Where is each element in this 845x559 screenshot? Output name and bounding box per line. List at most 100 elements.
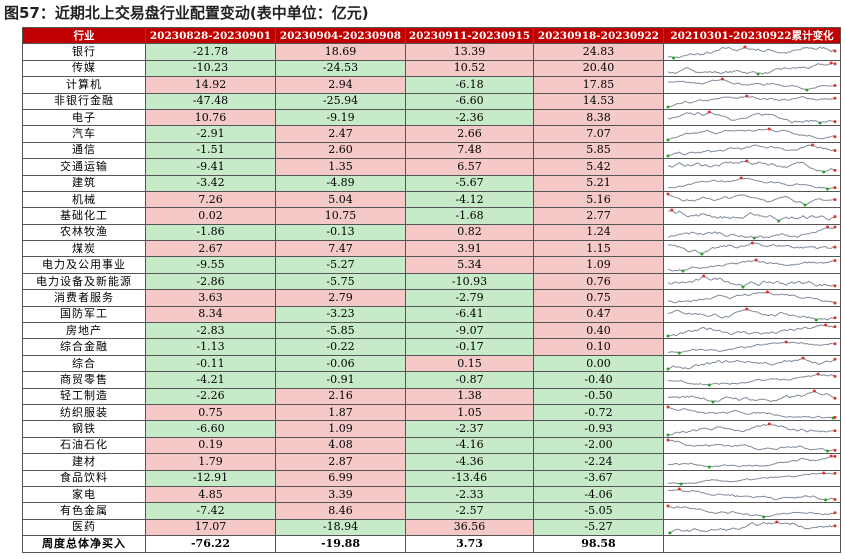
sparkline-dot <box>833 225 837 229</box>
sparkline-path <box>667 226 836 239</box>
sparkline-dot <box>833 258 837 262</box>
value-cell: 7.26 <box>145 190 276 209</box>
value-cell: -0.22 <box>275 338 406 356</box>
value-cell: -5.05 <box>533 502 664 520</box>
value-cell: 13.39 <box>405 43 534 61</box>
value-cell: -0.72 <box>533 403 664 422</box>
sparkline-dot <box>814 318 818 322</box>
sparkline-cell <box>663 469 841 487</box>
value-cell: 1.05 <box>405 403 534 422</box>
industry-cell: 综合金融 <box>22 338 146 356</box>
sparkline-dot <box>762 515 766 519</box>
sparkline <box>667 290 837 305</box>
sparkline-dot <box>666 504 670 508</box>
value-cell: 3.91 <box>405 240 534 258</box>
sparkline-cell <box>663 125 841 143</box>
value-cell: -0.40 <box>533 371 664 389</box>
sparkline-path <box>667 144 836 157</box>
sparkline-cell <box>663 272 841 291</box>
value-cell: -0.91 <box>275 371 406 389</box>
sparkline-cell <box>663 354 841 373</box>
header-cell: 行业 <box>22 26 146 45</box>
sparkline-path <box>667 275 836 288</box>
table-row: 通信 -1.51 2.60 7.48 5.85 <box>22 141 841 160</box>
value-cell: -0.50 <box>533 387 664 405</box>
sparkline-path <box>667 128 836 140</box>
value-cell: 0.75 <box>145 403 276 422</box>
sparkline-path <box>667 78 836 91</box>
sparkline <box>667 258 837 273</box>
value-cell: 2.66 <box>405 125 534 143</box>
value-cell: -6.18 <box>405 76 534 94</box>
value-cell: -2.57 <box>405 502 534 520</box>
industry-cell: 综合 <box>22 354 146 373</box>
total-row: 周度总体净买入 -76.22 -19.88 3.73 98.58 <box>22 535 841 553</box>
value-cell: -1.86 <box>145 223 276 242</box>
sparkline-dot <box>833 325 837 329</box>
sparkline-cell <box>663 158 841 176</box>
sparkline-dot <box>811 143 814 147</box>
sparkline-dot <box>750 241 754 245</box>
value-cell: 6.57 <box>405 158 534 176</box>
sparkline-dot <box>826 225 829 229</box>
value-cell: -4.36 <box>405 453 534 471</box>
sparkline-dot <box>707 110 711 114</box>
value-cell: 3.63 <box>145 289 276 307</box>
sparkline-dot <box>777 219 781 223</box>
sparkline-dot <box>745 307 749 311</box>
table-body: 银行 -21.78 18.69 13.39 24.83 传媒 -10.23 -24.53 10.… <box>22 43 841 553</box>
industry-cell: 煤炭 <box>22 240 146 258</box>
sparkline-path <box>667 439 836 452</box>
sparkline <box>667 176 837 191</box>
sparkline-path <box>667 291 836 304</box>
table-row: 消费者服务 3.63 2.79 -2.79 0.75 <box>22 289 841 307</box>
sparkline-dot <box>826 449 829 453</box>
sparkline-dot <box>666 438 670 442</box>
value-cell: 0.76 <box>533 272 664 291</box>
sparkline <box>666 94 837 109</box>
sparkline-dot <box>702 274 706 278</box>
table-row: 电力及公用事业 -9.55 -5.27 5.34 1.09 <box>22 256 841 274</box>
table-row: 医药 17.07 -18.94 36.56 -5.27 <box>22 518 841 537</box>
sparkline-dot <box>666 334 670 338</box>
sparkline-cell <box>663 92 841 110</box>
value-cell: -1.51 <box>145 141 276 160</box>
sparkline-cell <box>663 207 841 225</box>
table-row: 汽车 -2.91 2.47 2.66 7.07 <box>22 125 841 143</box>
header-cell: 20230918-20230922 <box>533 26 664 45</box>
sparkline-dot <box>700 252 704 256</box>
sparkline-dot <box>801 356 805 360</box>
sparkline-dot <box>670 208 674 212</box>
sparkline-dot <box>803 203 807 207</box>
value-cell: -6.60 <box>405 92 534 110</box>
table-row: 房地产 -2.83 -5.85 -9.07 0.40 <box>22 322 841 340</box>
sparkline-cell <box>663 141 841 160</box>
value-cell: 5.21 <box>533 174 664 192</box>
sparkline <box>666 504 837 519</box>
value-cell: -3.67 <box>533 469 664 487</box>
industry-cell: 交通运输 <box>22 158 146 176</box>
sparkline-cell <box>663 485 841 504</box>
value-cell: 10.76 <box>145 108 276 127</box>
sparkline-dot <box>666 433 670 437</box>
sparkline-dot <box>833 245 837 249</box>
value-cell: -18.94 <box>275 518 406 537</box>
sparkline-dot <box>833 341 837 345</box>
value-cell: -2.91 <box>145 125 276 143</box>
value-cell: -0.17 <box>405 338 534 356</box>
value-cell: 0.82 <box>405 223 534 242</box>
value-cell: 1.24 <box>533 223 664 242</box>
industry-cell: 机械 <box>22 190 146 209</box>
value-cell: 2.16 <box>275 387 406 405</box>
table-row: 钢铁 -6.60 1.09 -2.37 -0.93 <box>22 420 841 438</box>
table-row: 有色金属 -7.42 8.46 -2.57 -5.05 <box>22 502 841 520</box>
sparkline <box>666 143 837 158</box>
sparkline-dot <box>784 340 788 344</box>
value-cell: 36.56 <box>405 518 534 537</box>
sparkline-dot <box>805 88 809 92</box>
sparkline <box>667 454 837 469</box>
value-cell: -47.48 <box>145 92 276 110</box>
sparkline-dot <box>833 428 837 432</box>
value-cell: 5.04 <box>275 190 406 209</box>
value-cell: -5.27 <box>533 518 664 537</box>
